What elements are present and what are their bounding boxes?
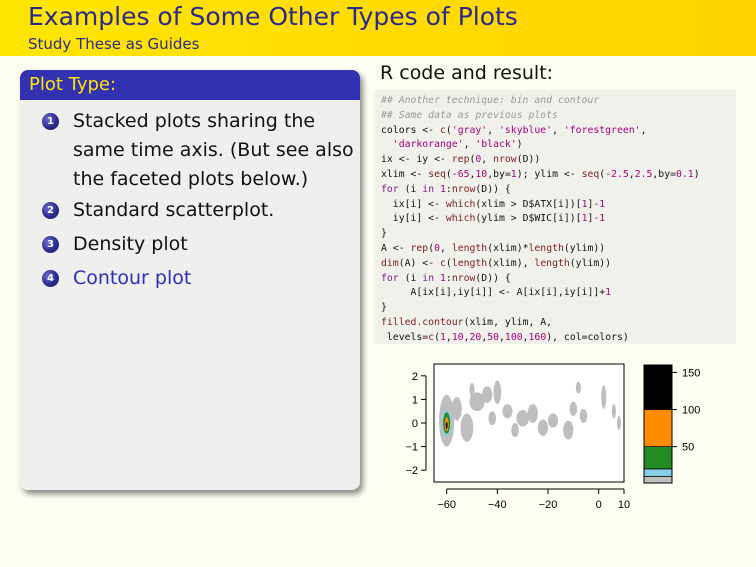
key-tick-label: 150: [682, 367, 700, 379]
r-code-block: ## Another technique: bin and contour ## …: [374, 90, 736, 344]
contour-region: [579, 408, 588, 423]
code-line: }: [381, 228, 387, 240]
code-line: ix[i] <- which(xlim > D$ATX[i])[1]-1: [381, 198, 606, 210]
y-tick-label: 0: [412, 418, 418, 430]
item-number-badge: 4: [42, 270, 59, 287]
contour-region: [493, 380, 502, 405]
x-tick-label: 0: [596, 499, 602, 511]
x-tick-label: −20: [539, 499, 558, 511]
contour-region: [548, 413, 559, 428]
slide-title: Examples of Some Other Types of Plots: [28, 2, 518, 31]
color-key-band: [643, 364, 673, 410]
list-item-text: Standard scatterplot.: [73, 199, 275, 221]
x-tick-label: 10: [618, 499, 630, 511]
contour-region: [563, 420, 574, 440]
list-item-text: Stacked plots sharing the same time axis…: [73, 110, 354, 190]
code-line: for (i in 1:nrow(D)) {: [381, 183, 511, 195]
list-item-text: Density plot: [73, 233, 188, 255]
contour-region: [616, 415, 621, 431]
y-tick-label: −1: [405, 442, 418, 454]
code-line: 'darkorange', 'black'): [392, 139, 523, 151]
contour-region: [469, 382, 475, 398]
contour-region: [527, 404, 538, 423]
y-tick-label: −2: [405, 465, 418, 477]
code-line: iy[i] <- which(ylim > D$WIC[i])[1]-1: [381, 213, 606, 225]
color-key-frame: [643, 364, 673, 484]
key-tick-label: 50: [682, 442, 694, 454]
y-tick-label: 2: [412, 371, 418, 383]
code-line: dim(A) <- c(length(xlim), length(ylim)): [381, 257, 612, 269]
code-line: xlim <- seq(-65,10,by=1); ylim <- seq(-2…: [381, 168, 700, 180]
color-key-band: [643, 468, 673, 477]
color-key-band: [643, 446, 673, 470]
code-line: A <- rep(0, length(xlim)*length(ylim)): [381, 242, 606, 254]
contour-region: [469, 392, 485, 412]
contour-region: [511, 423, 519, 438]
x-tick-label: −40: [488, 499, 507, 511]
slide-subtitle: Study These as Guides: [28, 35, 200, 53]
r-code-heading: R code and result:: [380, 62, 554, 84]
contour-region: [569, 401, 578, 416]
item-number-badge: 2: [42, 202, 59, 219]
code-line: ix <- iy <- rep(0, nrow(D)): [381, 154, 541, 166]
contour-region: [488, 411, 497, 426]
color-key-band: [643, 475, 673, 484]
y-tick-label: 1: [412, 394, 418, 406]
contour-region: [537, 419, 548, 436]
contour-region: [502, 404, 513, 419]
code-line: A[ix[i],iy[i]] <- A[ix[i],iy[i]]+1: [381, 287, 612, 299]
code-line: ## Same data as previous plots: [381, 109, 558, 121]
plot-type-block: Plot Type: 1 Stacked plots sharing the s…: [20, 70, 360, 490]
contour-region: [611, 404, 616, 419]
contour-region: [451, 397, 462, 421]
key-tick-label: 100: [682, 405, 700, 417]
plot-frame: [433, 363, 625, 483]
list-item-text-active: Contour plot: [73, 267, 192, 289]
contour-region: [516, 410, 529, 427]
code-line: }: [381, 302, 387, 314]
code-line: levels=c(1,10,20,50,100,160), col=colors…: [381, 331, 629, 343]
item-number-badge: 3: [42, 236, 59, 253]
code-line: for (i in 1:nrow(D)) {: [381, 272, 511, 284]
color-key-band: [643, 409, 673, 447]
contour-region: [575, 381, 581, 394]
item-number-badge: 1: [42, 113, 59, 130]
code-line: ## Another technique: bin and contour: [381, 95, 600, 106]
block-title: Plot Type:: [20, 70, 360, 100]
contour-region: [460, 413, 474, 442]
title-bar: Examples of Some Other Types of Plots St…: [0, 0, 756, 56]
code-line: colors <- c('gray', 'skyblue', 'forestgr…: [381, 124, 647, 136]
contour-region: [445, 421, 448, 429]
contour-region: [601, 385, 607, 409]
code-line: filled.contour(xlim, ylim, A,: [381, 316, 553, 328]
contour-region: [482, 386, 493, 403]
x-tick-label: −60: [437, 499, 456, 511]
